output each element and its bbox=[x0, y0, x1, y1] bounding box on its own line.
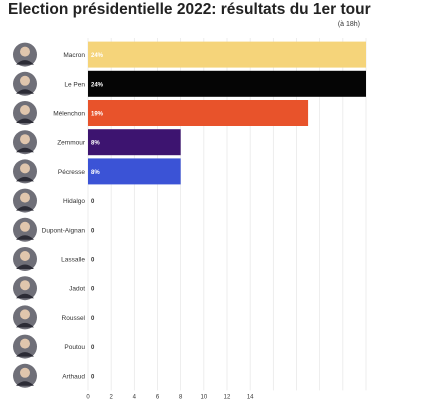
value-label: 0 bbox=[91, 258, 95, 264]
x-tick-label: 12 bbox=[224, 394, 231, 400]
candidate-avatar bbox=[13, 42, 37, 67]
bar bbox=[88, 129, 181, 156]
candidate-label: Zemmour bbox=[57, 140, 86, 147]
candidate-label: Mélenchon bbox=[53, 111, 85, 118]
value-label: 24% bbox=[91, 53, 104, 59]
candidate-avatar bbox=[13, 159, 37, 184]
candidate-avatar bbox=[13, 305, 37, 330]
x-tick-label: 10 bbox=[200, 394, 207, 400]
candidate-label: Dupont-Aignan bbox=[42, 227, 86, 234]
candidate-avatar bbox=[13, 71, 37, 96]
bar bbox=[88, 100, 309, 126]
candidate-label: Pécresse bbox=[58, 169, 85, 176]
x-tick-label: 8 bbox=[179, 394, 183, 400]
x-tick-label: 4 bbox=[133, 394, 137, 400]
x-tick-label: 14 bbox=[247, 394, 254, 400]
bar bbox=[88, 41, 366, 68]
candidate-avatar bbox=[13, 247, 37, 271]
chart-subtitle: (à 18h) bbox=[337, 21, 360, 28]
tick-layer: 0 2 4 6 8 10 12 14 bbox=[86, 394, 254, 400]
bar bbox=[88, 70, 366, 97]
candidate-avatar bbox=[13, 188, 37, 213]
candidate-label: Roussel bbox=[62, 315, 86, 322]
x-tick-label: 6 bbox=[156, 394, 160, 400]
chart-title: Election présidentielle 2022: résultats … bbox=[8, 1, 371, 18]
bar bbox=[88, 158, 181, 185]
x-tick-label: 0 bbox=[86, 394, 90, 400]
value-label: 19% bbox=[91, 112, 104, 118]
candidate-label: Macron bbox=[63, 52, 85, 59]
candidate-avatar bbox=[13, 276, 37, 301]
value-label: 0 bbox=[91, 287, 95, 293]
x-tick-label: 2 bbox=[109, 394, 113, 400]
value-label: 0 bbox=[91, 228, 95, 234]
value-label: 8% bbox=[91, 141, 100, 147]
candidate-label: Arthaud bbox=[62, 373, 85, 380]
value-label: 0 bbox=[91, 374, 95, 380]
candidate-label: Jadot bbox=[69, 286, 85, 293]
value-label: 0 bbox=[91, 345, 95, 351]
candidate-label: Le Pen bbox=[64, 81, 85, 88]
value-label: 8% bbox=[91, 170, 100, 176]
label-layer: Macron 24% Le Pen 24% Mélenchon 19% Zemmour 8% P… bbox=[13, 42, 104, 388]
candidate-avatar bbox=[13, 130, 37, 155]
candidate-avatar bbox=[13, 334, 37, 359]
value-label: 0 bbox=[91, 199, 95, 205]
candidate-label: Hidalgo bbox=[63, 198, 85, 205]
candidate-label: Poutou bbox=[64, 344, 85, 351]
value-label: 24% bbox=[91, 82, 104, 88]
candidate-label: Lassalle bbox=[61, 257, 85, 264]
bar-layer bbox=[88, 41, 366, 185]
value-label: 0 bbox=[91, 316, 95, 322]
candidate-avatar bbox=[13, 217, 37, 242]
candidate-avatar bbox=[13, 363, 37, 388]
candidate-avatar bbox=[13, 101, 37, 125]
